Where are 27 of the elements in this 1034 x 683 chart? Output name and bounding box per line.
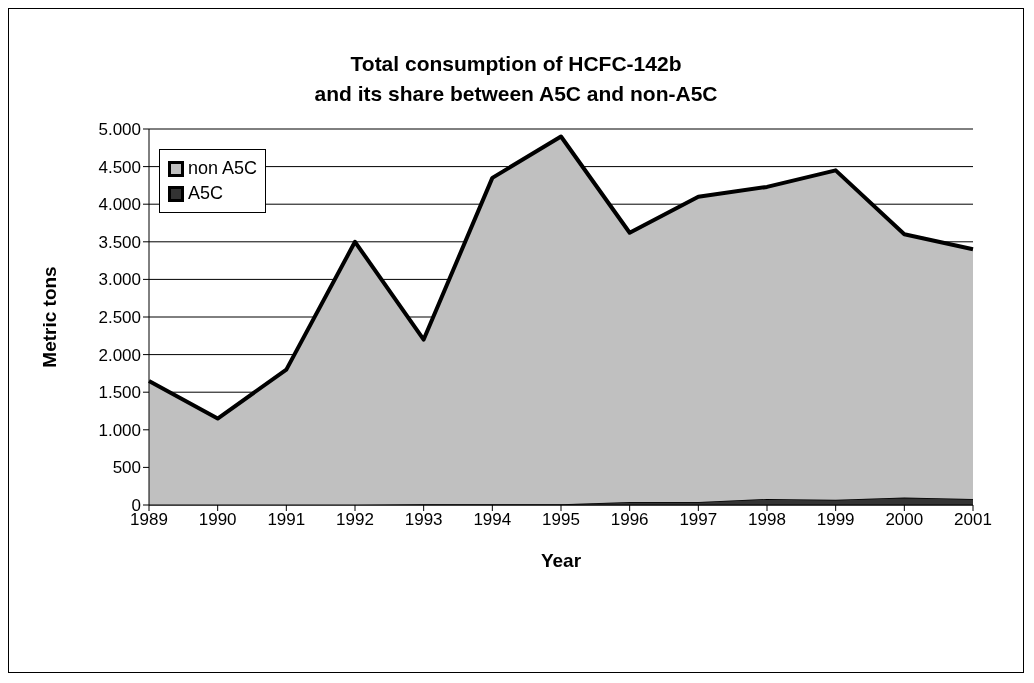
chart-title: Total consumption of HCFC-142b and its share between A5C and non-A5C <box>313 51 719 107</box>
x-tick-label: 1990 <box>198 510 237 530</box>
x-tick-label: 1996 <box>610 510 649 530</box>
x-tick-label: 1995 <box>542 510 580 530</box>
y-tick-label: 1.000 <box>98 420 141 440</box>
x-tick-label: 1998 <box>748 510 786 530</box>
x-axis-title: Year <box>540 550 582 571</box>
y-tick-label: 3.500 <box>98 232 141 252</box>
y-tick-label: 5.000 <box>98 120 141 140</box>
x-tick-label: 1992 <box>336 510 374 530</box>
x-tick-label: 1999 <box>816 510 855 530</box>
y-axis-title: Metric tons <box>38 266 60 368</box>
legend-label: A5C <box>188 183 224 204</box>
y-tick-label: 4.000 <box>98 195 141 215</box>
y-tick-label: 2.500 <box>98 308 141 328</box>
x-tick-label: 1991 <box>267 510 306 530</box>
x-tick-label: 2001 <box>954 510 992 530</box>
x-tick-label: 1997 <box>679 510 718 530</box>
x-tick-label: 2000 <box>885 510 924 530</box>
y-tick-label: 2.000 <box>98 345 141 365</box>
x-tick-label: 1993 <box>404 510 443 530</box>
y-tick-label: 4.500 <box>98 157 141 177</box>
y-tick-label: 1.500 <box>98 383 141 403</box>
legend-label: non A5C <box>188 158 258 179</box>
x-tick-label: 1994 <box>473 510 512 530</box>
y-tick-label: 500 <box>112 458 141 478</box>
y-tick-label: 3.000 <box>98 270 141 290</box>
